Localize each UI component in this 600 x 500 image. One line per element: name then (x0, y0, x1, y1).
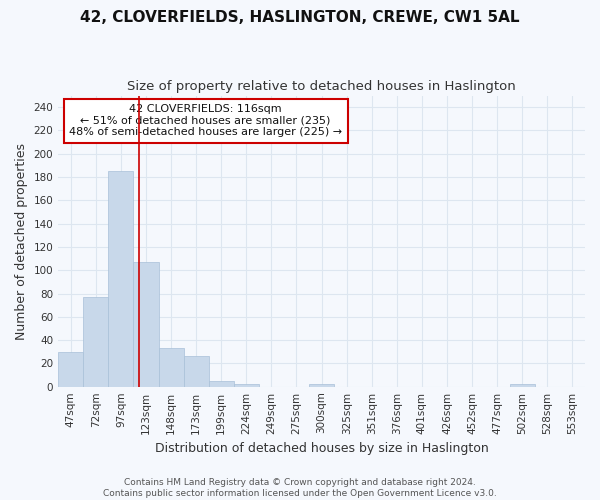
Bar (158, 348, 184, 387)
Text: Contains HM Land Registry data © Crown copyright and database right 2024.
Contai: Contains HM Land Registry data © Crown c… (103, 478, 497, 498)
Bar (510, 384, 535, 386)
Bar (309, 384, 334, 386)
Bar (83, 297, 109, 386)
Text: 42 CLOVERFIELDS: 116sqm
← 51% of detached houses are smaller (235)
48% of semi-d: 42 CLOVERFIELDS: 116sqm ← 51% of detache… (69, 104, 342, 138)
Bar (58, 352, 83, 386)
Title: Size of property relative to detached houses in Haslington: Size of property relative to detached ho… (127, 80, 516, 93)
Text: 42, CLOVERFIELDS, HASLINGTON, CREWE, CW1 5AL: 42, CLOVERFIELDS, HASLINGTON, CREWE, CW1… (80, 10, 520, 25)
Y-axis label: Number of detached properties: Number of detached properties (15, 142, 28, 340)
X-axis label: Distribution of detached houses by size in Haslington: Distribution of detached houses by size … (155, 442, 488, 455)
Bar (184, 356, 209, 386)
Bar (209, 381, 234, 386)
Bar (234, 384, 259, 386)
Bar (133, 262, 158, 386)
Bar (109, 171, 133, 386)
